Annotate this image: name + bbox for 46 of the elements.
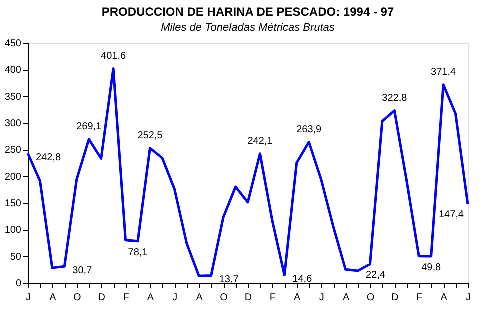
data-label: 78,1 [128,247,148,258]
y-tick-label: 350 [4,92,22,103]
x-tick-label: A [50,292,57,304]
y-tick-label: 0 [16,278,22,290]
y-tick-label: 150 [4,198,22,210]
x-tick-label: J [26,292,31,304]
y-tick-label: 450 [4,38,22,50]
y-tick-label: 100 [4,225,22,236]
data-label: 30,7 [72,266,93,277]
y-tick-label: 400 [4,65,22,76]
y-tick-label: 250 [4,145,22,156]
y-tick-label: 200 [4,172,22,183]
x-tick-label: A [342,292,350,304]
data-label: 242,1 [248,136,274,147]
chart-subtitle: Miles de Toneladas Métricas Brutas [161,22,336,34]
x-tick-label: A [147,292,154,304]
data-label: 13,7 [219,274,240,286]
data-label: 322,8 [382,92,408,104]
data-label: 242,8 [36,152,62,164]
x-tick-label: A [294,292,302,304]
x-tick-label: O [366,292,375,304]
data-label: 371,4 [431,66,457,78]
data-label: 401,6 [101,50,127,62]
x-tick-label: F [123,292,130,304]
chart-title: PRODUCCION DE HARINA DE PESCADO: 1994 - 97 [102,5,394,19]
x-tick-label: O [74,292,82,304]
x-tick-label: J [172,292,178,304]
x-tick-label: A [196,292,204,304]
data-label: 49,8 [422,262,442,274]
data-label: 263,9 [296,124,322,136]
x-tick-label: D [244,292,252,304]
y-tick-label: 50 [10,252,22,263]
data-label: 14,6 [292,274,313,286]
x-tick-label: J [466,292,471,304]
x-tick-label: F [270,292,276,304]
data-label: 147,4 [438,209,464,220]
x-tick-label: D [98,292,106,304]
x-tick-label: D [392,292,399,304]
data-label: 22,4 [366,270,386,282]
y-tick-label: 300 [4,118,22,130]
x-tick-label: O [220,292,228,304]
data-label: 252,5 [138,130,164,142]
x-tick-label: F [416,292,423,304]
x-tick-label: J [319,292,324,304]
x-tick-label: A [440,292,448,304]
data-label: 269,1 [76,121,102,132]
